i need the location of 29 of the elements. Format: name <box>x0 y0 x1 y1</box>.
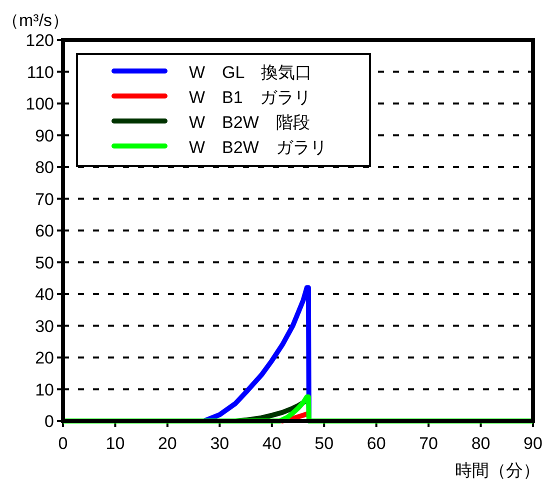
y-tick-label: 50 <box>35 253 54 272</box>
y-tick-label: 60 <box>35 222 54 240</box>
y-tick-label: 90 <box>35 126 54 146</box>
x-tick-label: 0 <box>58 434 68 453</box>
x-tick-label: 30 <box>210 434 230 453</box>
legend-label: W B2W ガラリ <box>189 138 327 157</box>
y-tick-label: 40 <box>35 285 54 304</box>
y-tick-label: 10 <box>35 380 54 400</box>
x-tick-label: 20 <box>158 434 177 453</box>
legend-label: W B2W 階段 <box>189 113 310 132</box>
y-tick-label: 30 <box>35 316 54 336</box>
x-tick-label: 70 <box>419 434 438 453</box>
legend-label: W GL 換気口 <box>189 63 312 82</box>
y-axis-title: （m³/s） <box>2 11 70 30</box>
y-tick-label: 100 <box>26 94 54 114</box>
y-tick-label: 80 <box>35 158 54 177</box>
y-tick-label: 70 <box>35 190 54 209</box>
x-axis-title: 時間（分） <box>455 461 540 480</box>
y-tick-label: 0 <box>44 412 54 431</box>
x-tick-label: 50 <box>314 434 334 453</box>
x-tick-label: 40 <box>262 434 282 453</box>
y-tick-label: 20 <box>35 348 54 368</box>
y-tick-label: 110 <box>26 62 54 82</box>
x-tick-label: 90 <box>524 434 542 453</box>
y-tick-label: 120 <box>26 31 54 50</box>
legend-label: W B1 ガラリ <box>189 88 311 107</box>
x-tick-label: 60 <box>366 434 386 453</box>
x-tick-label: 80 <box>471 434 490 453</box>
x-tick-label: 10 <box>106 434 125 453</box>
